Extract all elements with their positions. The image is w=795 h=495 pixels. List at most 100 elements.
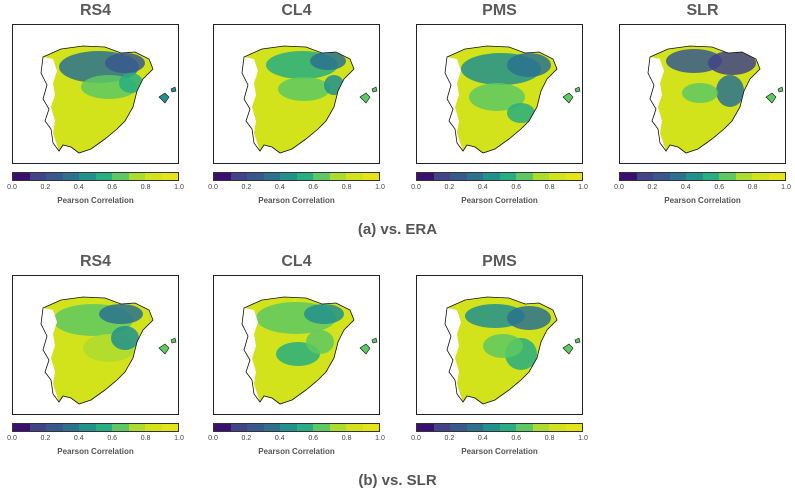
colorbar-tick-label: 0.8 [140, 435, 151, 442]
colorbar-segment [296, 173, 313, 180]
colorbar-tick-label: 1.0 [174, 435, 184, 442]
colorbar-tick-label: 0.4 [274, 184, 285, 191]
colorbar-segment [466, 424, 483, 431]
colorbar-segment [329, 424, 346, 431]
colorbar-segment [433, 424, 450, 431]
portugal-region [648, 57, 666, 151]
coastline [40, 45, 154, 154]
colorbar-label: Pearson Correlation [258, 447, 335, 456]
colorbar-tick-label: 0.2 [444, 435, 455, 442]
colorbar-tick-label: 0.2 [40, 184, 51, 191]
colorbar-segment [13, 424, 30, 431]
colorbar [416, 423, 583, 432]
colorbar [416, 172, 583, 181]
colorbar-tick-label: 0.0 [411, 184, 421, 191]
correlation-zone [708, 51, 756, 75]
correlation-zone [666, 49, 722, 73]
colorbar-segment [483, 424, 500, 431]
colorbar-segment [62, 424, 79, 431]
colorbar-segment [79, 173, 96, 180]
colorbar-tick-label: 0.4 [274, 435, 285, 442]
panel-title: SLR [686, 2, 719, 19]
colorbar-label: Pearson Correlation [57, 196, 134, 205]
colorbar-ticks: 0.0 0.2 0.4 0.6 0.8 1.0 [411, 435, 588, 445]
colorbar-segment [214, 424, 231, 431]
colorbar-segment [161, 173, 178, 180]
correlation-zone [507, 53, 551, 77]
colorbar-segment [499, 173, 516, 180]
coastline [40, 296, 154, 405]
colorbar-segment [247, 424, 264, 431]
correlation-zone [507, 306, 551, 330]
correlation-zone [111, 326, 139, 350]
colorbar-tick-label: 0.0 [614, 184, 624, 191]
colorbar-segment [112, 173, 129, 180]
colorbar-segment [702, 173, 719, 180]
colorbar-segment [128, 424, 145, 431]
colorbar-tick-label: 1.0 [578, 184, 588, 191]
panel-title: CL4 [281, 253, 312, 270]
correlation-zone [716, 75, 744, 107]
colorbar-ticks: 0.0 0.2 0.4 0.6 0.8 1.0 [7, 435, 184, 445]
colorbar-tick-label: 0.8 [747, 184, 758, 191]
correlation-zone [99, 304, 143, 324]
colorbar-tick-label: 0.6 [308, 184, 319, 191]
colorbar-ticks: 0.0 0.2 0.4 0.6 0.8 1.0 [208, 435, 385, 445]
map [416, 275, 583, 415]
panel-title: RS4 [79, 2, 112, 19]
colorbar-segment [29, 173, 46, 180]
map-graphic [40, 45, 177, 154]
colorbar-segment [247, 173, 264, 180]
correlation-zone [507, 103, 535, 123]
portugal-region [445, 308, 463, 402]
panel-title: RS4 [79, 253, 112, 270]
colorbar-segment [768, 173, 785, 180]
colorbar-segment [636, 173, 653, 180]
colorbar-segment [417, 424, 434, 431]
colorbar-tick-label: 0.4 [73, 435, 84, 442]
colorbar-label: Pearson Correlation [461, 447, 538, 456]
colorbar-segment [565, 424, 582, 431]
portugal-region [41, 308, 59, 402]
colorbar-segment [362, 424, 379, 431]
colorbar-segment [145, 424, 162, 431]
colorbar-segment [532, 424, 549, 431]
balearic-islands [359, 86, 378, 104]
colorbar-segment [230, 173, 247, 180]
colorbar-tick-label: 0.8 [544, 435, 555, 442]
map-graphic [40, 296, 177, 405]
colorbar-segment [686, 173, 703, 180]
colorbar-segment [95, 424, 112, 431]
correlation-zone [304, 304, 344, 324]
colorbar-segment [46, 424, 63, 431]
colorbar-tick-label: 0.4 [477, 435, 488, 442]
correlation-zone [310, 52, 346, 70]
colorbar-tick-label: 0.6 [511, 184, 522, 191]
panel-title: PMS [482, 253, 517, 270]
colorbar-tick-label: 0.6 [511, 435, 522, 442]
map-graphic [444, 45, 581, 154]
colorbar-tick-label: 1.0 [781, 184, 791, 191]
colorbar-segment [263, 173, 280, 180]
colorbar-tick-label: 0.0 [208, 184, 218, 191]
colorbar-tick-label: 0.8 [341, 435, 352, 442]
balearic-islands [765, 86, 784, 104]
colorbar-tick-label: 0.4 [73, 184, 84, 191]
colorbar-tick-label: 1.0 [578, 435, 588, 442]
balearic-islands [359, 337, 378, 355]
correlation-zone [306, 330, 334, 354]
colorbar-ticks: 0.0 0.2 0.4 0.6 0.8 1.0 [208, 184, 385, 194]
colorbar-tick-label: 0.2 [40, 435, 51, 442]
colorbar-tick-label: 1.0 [174, 184, 184, 191]
colorbar-ticks: 0.0 0.2 0.4 0.6 0.8 1.0 [614, 184, 791, 194]
colorbar-segment [230, 424, 247, 431]
colorbar-segment [145, 173, 162, 180]
map [619, 24, 786, 164]
coastline [444, 45, 558, 154]
colorbar-segment [549, 424, 566, 431]
colorbar-ticks: 0.0 0.2 0.4 0.6 0.8 1.0 [411, 184, 588, 194]
colorbar-tick-label: 0.8 [341, 184, 352, 191]
correlation-zone [105, 53, 145, 73]
portugal-region [242, 308, 260, 402]
colorbar-tick-label: 0.6 [107, 184, 118, 191]
